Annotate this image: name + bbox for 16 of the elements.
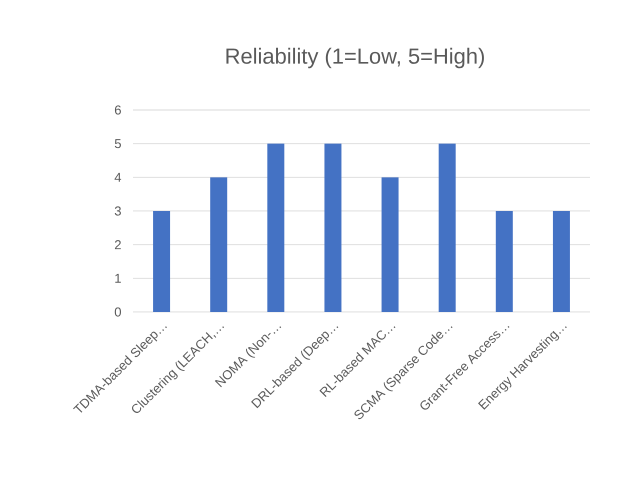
bar: [382, 177, 399, 312]
y-tick-label: 2: [114, 240, 121, 250]
y-tick-label: 4: [114, 172, 122, 182]
y-tick-label: 5: [114, 139, 121, 148]
bar: [438, 144, 456, 312]
bar: [324, 144, 342, 312]
y-tick-label: 3: [114, 206, 121, 216]
chart-title: Reliability (1=Low, 5=High): [226, 48, 484, 68]
y-tick-label: 0: [114, 307, 121, 317]
bar: [496, 210, 513, 312]
bar: [267, 144, 284, 312]
bar: [153, 210, 170, 312]
bar: [552, 210, 570, 312]
y-tick-label: 1: [115, 274, 121, 283]
bar: [210, 177, 228, 312]
y-tick-label: 6: [114, 105, 121, 115]
